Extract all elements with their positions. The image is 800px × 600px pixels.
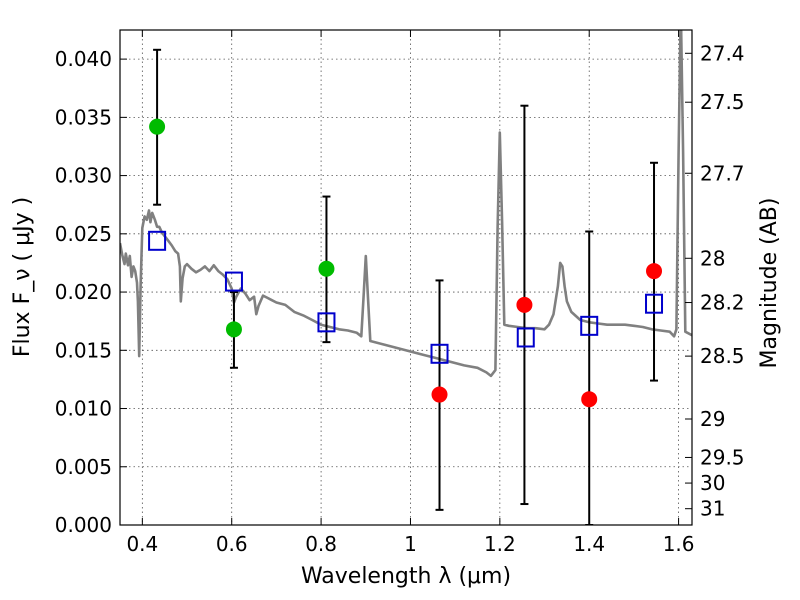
magnitude-axis-label: Magnitude (AB) bbox=[757, 198, 782, 369]
magnitude-tick-label: 28.2 bbox=[700, 291, 745, 315]
model-square bbox=[645, 293, 664, 314]
red-data-point bbox=[431, 386, 448, 403]
model-square bbox=[430, 343, 449, 364]
green-data-point bbox=[225, 321, 242, 338]
model-square bbox=[580, 315, 599, 336]
axis-ticks: 0.4 0.6 0.8 1 1.2 1.4 1.6 0.000 0.005 0.010 0.015 0… bbox=[55, 30, 745, 556]
magnitude-tick-label: 31 bbox=[700, 497, 725, 521]
x-axis-label: Wavelength λ (μm) bbox=[301, 564, 511, 589]
y-tick-label: 0.020 bbox=[55, 280, 112, 304]
x-tick-label: 1.4 bbox=[573, 532, 605, 556]
red-data-point bbox=[646, 263, 663, 280]
y-tick-label: 0.025 bbox=[55, 222, 112, 246]
clipped-data bbox=[120, 30, 692, 525]
x-tick-label: 0.6 bbox=[216, 532, 248, 556]
magnitude-tick-label: 30 bbox=[700, 471, 725, 495]
magnitude-tick-label: 27.4 bbox=[700, 41, 745, 65]
x-tick-label: 0.8 bbox=[305, 532, 337, 556]
magnitude-tick-label: 27.7 bbox=[700, 161, 745, 185]
y-axis-label: Flux F_ν ( μJy ) bbox=[10, 197, 35, 357]
plot-frame bbox=[119, 29, 693, 526]
model-square bbox=[148, 230, 167, 251]
model-square bbox=[516, 327, 535, 348]
y-tick-label: 0.035 bbox=[55, 105, 112, 129]
magnitude-tick-label: 29 bbox=[700, 407, 725, 431]
y-tick-label: 0.040 bbox=[55, 47, 112, 71]
x-tick-label: 1.2 bbox=[484, 532, 516, 556]
green-data-point bbox=[149, 118, 166, 135]
magnitude-tick-label: 28.5 bbox=[700, 344, 745, 368]
red-data-point bbox=[516, 296, 533, 313]
y-tick-label: 0.000 bbox=[55, 513, 112, 537]
x-tick-label: 1.6 bbox=[663, 532, 695, 556]
y-tick-label: 0.030 bbox=[55, 164, 112, 188]
x-tick-label: 0.4 bbox=[126, 532, 158, 556]
model-square bbox=[224, 271, 243, 292]
x-tick-label: 1 bbox=[404, 532, 417, 556]
y-tick-label: 0.015 bbox=[55, 338, 112, 362]
magnitude-tick-label: 27.5 bbox=[700, 90, 745, 114]
grid-lines bbox=[120, 30, 692, 526]
green-data-point bbox=[318, 260, 335, 277]
y-tick-label: 0.005 bbox=[55, 455, 112, 479]
model-square bbox=[317, 312, 336, 333]
spectrum-line bbox=[120, 30, 692, 378]
magnitude-tick-label: 29.5 bbox=[700, 445, 745, 469]
magnitude-tick-label: 28 bbox=[700, 246, 725, 270]
red-data-point bbox=[581, 391, 598, 408]
plot-area bbox=[120, 30, 692, 525]
y-tick-label: 0.010 bbox=[55, 397, 112, 421]
